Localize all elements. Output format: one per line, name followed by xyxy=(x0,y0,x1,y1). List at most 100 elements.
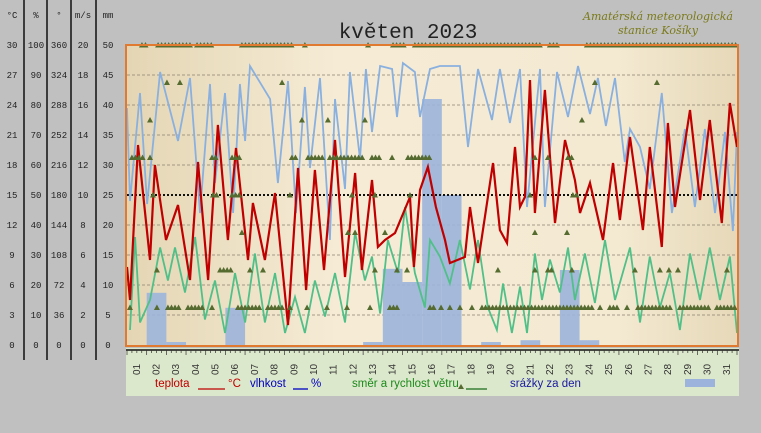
wind-direction-marker xyxy=(705,304,712,310)
axis-tick-label: 90 xyxy=(31,71,42,81)
legend-temperature-unit: °C xyxy=(228,378,241,390)
wind-direction-marker xyxy=(381,229,388,235)
axis-tick-label: 27 xyxy=(7,71,18,81)
wind-direction-marker xyxy=(404,267,411,273)
day-label-20: 20 xyxy=(506,363,517,375)
wind-direction-marker xyxy=(176,79,183,85)
day-label-13: 13 xyxy=(368,363,379,375)
wind-direction-marker xyxy=(361,117,368,123)
wind-direction-marker xyxy=(665,267,672,273)
axis-tick-label: 360 xyxy=(51,41,67,51)
wind-direction-marker xyxy=(324,117,331,123)
precipitation-bar xyxy=(363,342,383,345)
axis-tick-label: 108 xyxy=(51,251,67,261)
legend-temperature-label: teplota xyxy=(155,378,190,390)
wind-direction-marker xyxy=(279,79,286,85)
station-name-line-2: stanice Košíky xyxy=(618,24,699,37)
wind-direction-marker xyxy=(367,304,374,310)
axis-tick-label: 70 xyxy=(31,131,42,141)
wind-direction-marker xyxy=(304,304,311,310)
axis-tick-label: 30 xyxy=(103,161,114,171)
wind-direction-marker xyxy=(578,117,585,123)
wind-direction-marker xyxy=(456,304,463,310)
axis-tick-label: 0 xyxy=(105,341,110,351)
wind-direction-marker xyxy=(588,304,595,310)
day-label-05: 05 xyxy=(211,363,222,375)
wind-direction-marker xyxy=(494,267,501,273)
day-label-01: 01 xyxy=(132,363,143,375)
wind-direction-marker xyxy=(468,304,475,310)
plot-frame xyxy=(125,44,739,347)
legend-temperature: teplota °C xyxy=(155,378,241,390)
axis-unit-2: ° xyxy=(56,11,61,21)
axis-tick-label: 6 xyxy=(80,251,85,261)
day-label-30: 30 xyxy=(702,363,713,375)
axis-tick-label: 30 xyxy=(7,41,18,51)
wind-direction-marker xyxy=(286,192,293,198)
wind-direction-marker xyxy=(666,304,673,310)
day-label-21: 21 xyxy=(525,363,536,375)
day-label-23: 23 xyxy=(565,363,576,375)
wind-direction-marker xyxy=(279,304,286,310)
day-label-12: 12 xyxy=(348,363,359,375)
legend-wind-label: směr a rychlost větru xyxy=(352,378,459,390)
precipitation-bar xyxy=(402,282,423,345)
wind-direction-marker xyxy=(624,304,631,310)
axis-tick-label: 324 xyxy=(51,71,67,81)
wind-direction-marker xyxy=(393,267,400,273)
axis-tick-label: 25 xyxy=(103,191,114,201)
wind-direction-marker xyxy=(323,304,330,310)
axis-tick-label: 21 xyxy=(7,131,18,141)
axis-unit-4: mm xyxy=(103,11,114,21)
axis-tick-label: 180 xyxy=(51,191,67,201)
wind-direction-marker xyxy=(298,117,305,123)
axis-tick-label: 8 xyxy=(80,221,85,231)
precipitation-bar xyxy=(481,342,501,345)
axis-tick-label: 45 xyxy=(103,71,114,81)
wind-direction-marker xyxy=(286,304,293,310)
axis-tick-label: 5 xyxy=(105,311,110,321)
precipitation-bar xyxy=(146,292,167,345)
day-label-09: 09 xyxy=(289,363,300,375)
axis-tick-label: 9 xyxy=(9,251,14,261)
wind-direction-marker xyxy=(341,154,348,160)
wind-direction-marker xyxy=(446,304,453,310)
wind-direction-marker xyxy=(163,79,170,85)
wind-direction-marker xyxy=(139,154,146,160)
wind-direction-marker xyxy=(573,192,580,198)
wind-direction-marker xyxy=(153,304,160,310)
day-label-08: 08 xyxy=(270,363,281,375)
wind-direction-marker xyxy=(731,304,738,310)
wind-direction-marker xyxy=(426,154,433,160)
axis-tick-label: 20 xyxy=(31,281,42,291)
axis-tick-label: 15 xyxy=(7,191,18,201)
axis-tick-label: 50 xyxy=(31,191,42,201)
wind-direction-marker xyxy=(149,192,156,198)
day-label-11: 11 xyxy=(329,364,340,375)
wind-direction-marker xyxy=(371,192,378,198)
axis-tick-label: 20 xyxy=(103,221,114,231)
axis-tick-label: 3 xyxy=(9,311,14,321)
day-ticks xyxy=(126,350,738,355)
axis-tick-label: 24 xyxy=(7,101,18,111)
legend-precipitation-label: srážky za den xyxy=(510,378,581,390)
legend-humidity-label: vlhkost xyxy=(250,378,287,390)
wind-direction-marker xyxy=(371,267,378,273)
wind-direction-marker xyxy=(348,192,355,198)
axis-tick-label: 0 xyxy=(80,341,85,351)
day-label-28: 28 xyxy=(663,363,674,375)
wind-direction-marker xyxy=(292,154,299,160)
wind-direction-marker xyxy=(430,304,437,310)
wind-direction-marker xyxy=(259,267,266,273)
axis-tick-label: 36 xyxy=(54,311,65,321)
axis-tick-label: 16 xyxy=(78,101,89,111)
axis-separators xyxy=(23,0,97,360)
axis-tick-label: 2 xyxy=(80,311,85,321)
wind-direction-marker xyxy=(548,267,555,273)
legend-humidity: vlhkost % xyxy=(250,378,321,390)
day-label-24: 24 xyxy=(584,363,595,375)
axis-tick-label: 72 xyxy=(54,281,65,291)
wind-direction-marker xyxy=(147,154,154,160)
day-label-25: 25 xyxy=(604,363,615,375)
wind-direction-marker xyxy=(563,229,570,235)
